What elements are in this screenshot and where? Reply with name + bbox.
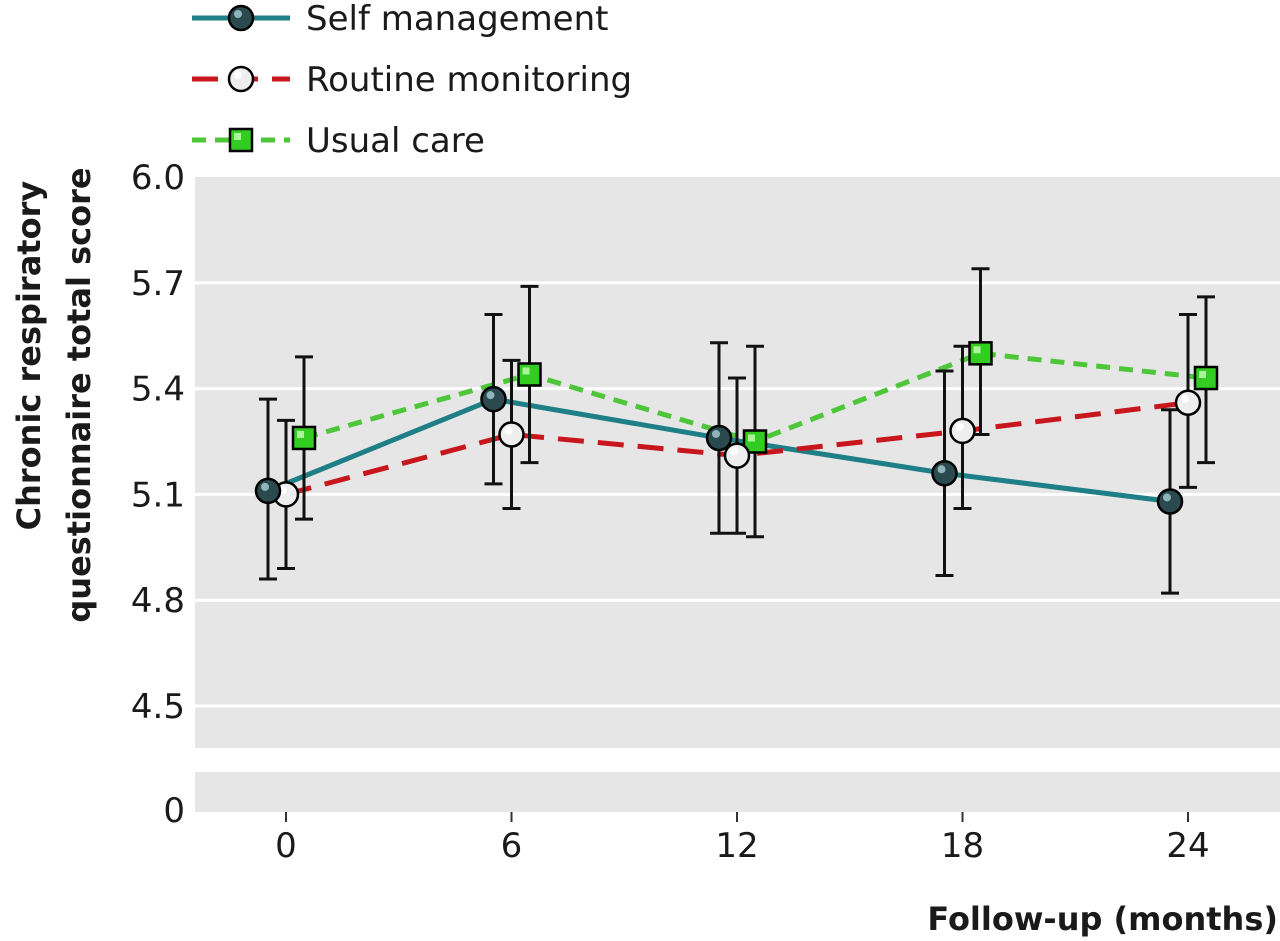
legend-item-0: Self management	[192, 0, 608, 39]
data-point	[742, 429, 768, 454]
data-point	[705, 424, 733, 452]
data-point	[498, 421, 525, 448]
data-point	[968, 341, 993, 366]
y-tick-label: 5.4	[131, 370, 185, 410]
data-point	[1193, 365, 1219, 391]
y-tick-label: 4.8	[131, 581, 185, 621]
x-tick-label: 18	[941, 826, 984, 866]
legend-label: Routine monitoring	[306, 60, 632, 100]
y-tick-label: 5.1	[131, 475, 185, 515]
data-point	[254, 477, 282, 505]
data-point	[1174, 389, 1202, 416]
legend-item-1: Routine monitoring	[192, 60, 632, 100]
data-point	[723, 442, 751, 469]
y-tick-label-zero: 0	[163, 791, 185, 831]
plot-background	[195, 177, 1280, 812]
y-tick-label: 4.5	[131, 687, 185, 727]
data-point	[517, 362, 542, 387]
legend: Self management Routine monitoring Usual c…	[192, 0, 632, 161]
data-point	[949, 417, 976, 445]
y-tick-label: 6.0	[131, 158, 185, 198]
legend-item-2: Usual care	[192, 121, 485, 161]
x-tick-label: 24	[1166, 826, 1209, 866]
y-axis-title-line-2: questionnaire total score	[60, 167, 98, 622]
x-axis-title: Follow-up (months)	[927, 900, 1278, 938]
data-points	[254, 341, 1219, 515]
x-tick-label: 12	[715, 826, 758, 866]
data-point	[480, 385, 507, 413]
data-point	[931, 459, 958, 487]
legend-label: Usual care	[306, 121, 485, 161]
x-tick-label: 0	[275, 826, 297, 866]
y-axis-ticks: 4.5 4.8 5.1 5.4 5.7 6.0 0	[131, 158, 185, 831]
data-point	[291, 425, 317, 451]
y-axis-title: Chronic respiratory questionnaire total …	[10, 167, 98, 622]
x-axis-ticks: 0 6 12 18 24	[275, 812, 1210, 866]
y-tick-label: 5.7	[131, 264, 185, 304]
plot-panel-axis-break	[195, 772, 1280, 812]
legend-label: Self management	[306, 0, 608, 39]
data-point	[1156, 488, 1184, 515]
y-axis-title-line-1: Chronic respiratory	[10, 181, 48, 531]
x-tick-label: 6	[501, 826, 523, 866]
